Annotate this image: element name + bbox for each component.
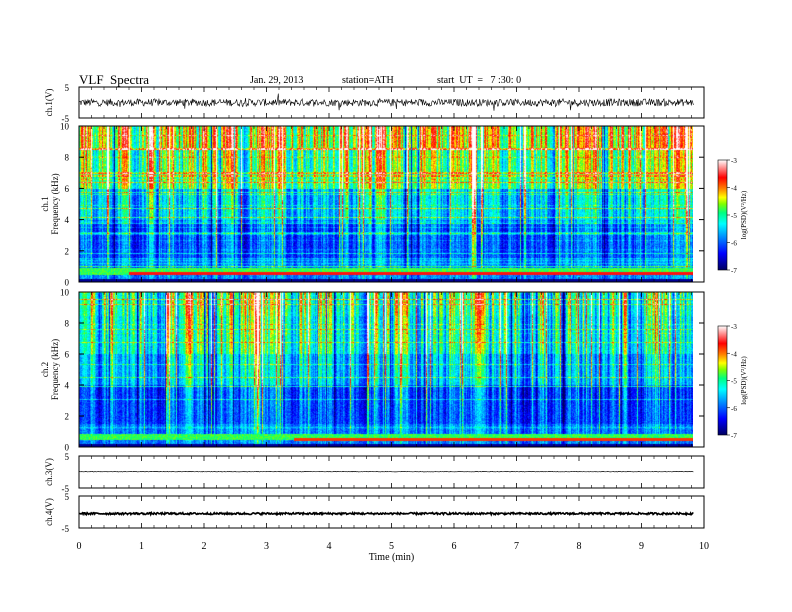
ch1-waveform-trace [78,93,694,111]
colorbar-tick-label: -6 [731,240,737,248]
y-tick-label: 6 [65,184,70,194]
y-axis-label: Frequency (kHz) [50,339,60,400]
colorbar-tick-label: -4 [731,350,737,358]
ch2-spectrogram-raster [79,292,693,447]
colorbar-tick-label: -5 [731,212,737,220]
colorbar-tick-label: -3 [731,157,737,165]
y-axis-label: ch.1(V) [44,89,54,117]
y-axis-label: ch.4(V) [44,498,54,526]
y-tick-label: -5 [62,114,70,124]
y-tick-label: 4 [65,215,70,225]
colorbar-label: log(PSD)(V²/Hz) [740,356,748,405]
y-tick-label: 0 [65,278,70,288]
y-tick-label: 6 [65,350,70,360]
station-label: station=ATH [342,75,394,86]
x-tick-label: 2 [202,541,207,552]
y-tick-label: -5 [62,524,70,534]
colorbar-tick-label: -6 [731,405,737,413]
x-tick-label: 6 [452,541,457,552]
chart-title: VLF Spectra [79,72,150,87]
colorbar-tick-label: -3 [731,323,737,331]
colorbar-tick-label: -4 [731,185,737,193]
y-axis-label: ch.3(V) [44,458,54,486]
colorbar [717,159,728,271]
start-time-label: start UT = 7 :30: 0 [437,75,522,86]
y-tick-label: 8 [65,319,70,329]
x-tick-label: 8 [577,541,582,552]
x-axis-label: Time (min) [369,552,414,563]
ch4-waveform-trace [78,510,694,517]
y-tick-label: 0 [65,443,70,453]
y-axis-label: Frequency (kHz) [50,173,60,234]
x-tick-label: 3 [264,541,269,552]
x-tick-label: 1 [139,541,144,552]
colorbar [717,325,728,436]
y-tick-label: 8 [65,153,70,163]
x-tick-label: 7 [514,541,519,552]
y-tick-label: 2 [65,246,70,256]
x-tick-label: 9 [639,541,644,552]
ch1-spectrogram-raster [79,126,693,282]
y-tick-label: 5 [65,83,70,93]
channel-label: ch.2 [40,362,50,377]
x-tick-label: 4 [327,541,332,552]
y-tick-label: 10 [60,122,70,132]
x-tick-label: 0 [77,541,82,552]
y-tick-label: 5 [65,452,70,462]
y-tick-label: 5 [65,492,70,502]
colorbar-tick-label: -5 [731,378,737,386]
colorbar-tick-label: -7 [731,432,737,440]
y-tick-label: 10 [60,288,70,298]
y-tick-label: 2 [65,412,70,422]
y-tick-label: 4 [65,381,70,391]
x-tick-label: 10 [699,541,709,552]
ch3-waveform-trace [78,470,694,473]
x-tick-label: 5 [389,541,394,552]
colorbar-label: log(PSD)(V²/Hz) [740,190,748,239]
date-label: Jan. 29, 2013 [250,75,304,86]
colorbar-tick-label: -7 [731,267,737,275]
y-tick-label: -5 [62,484,70,494]
channel-label: ch.1 [40,196,50,211]
